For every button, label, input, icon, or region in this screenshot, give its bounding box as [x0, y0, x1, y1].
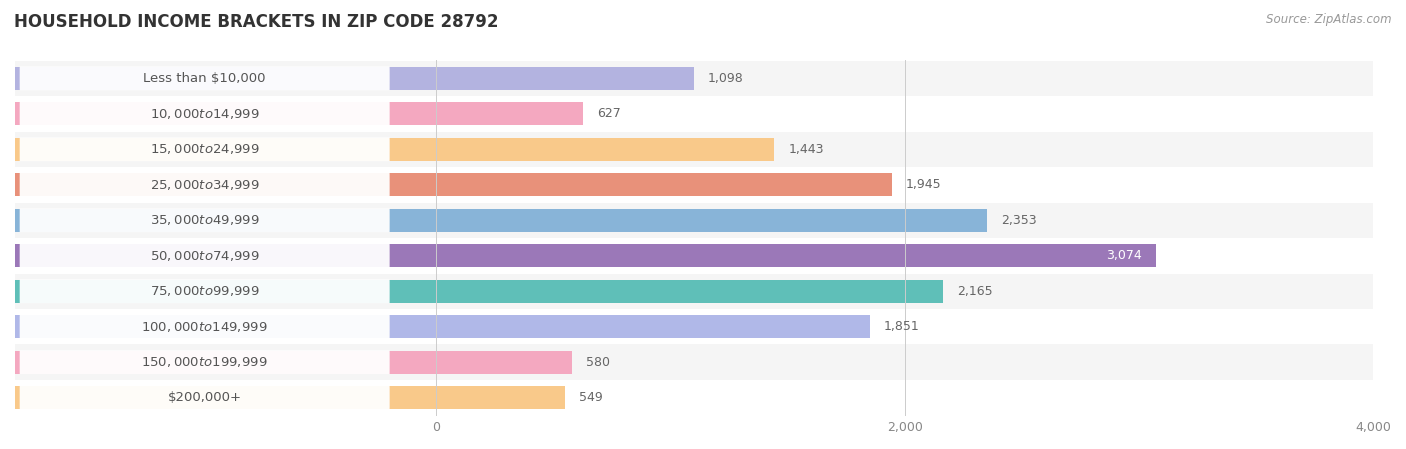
Bar — [15, 209, 987, 232]
Bar — [15, 244, 1156, 267]
Text: $50,000 to $74,999: $50,000 to $74,999 — [150, 249, 260, 263]
FancyBboxPatch shape — [20, 102, 389, 126]
FancyBboxPatch shape — [20, 244, 389, 268]
Bar — [15, 238, 1374, 273]
Text: 627: 627 — [598, 107, 621, 120]
Bar — [15, 96, 1374, 132]
Text: 549: 549 — [579, 391, 603, 404]
Text: 3,074: 3,074 — [1107, 249, 1142, 262]
Text: 2,353: 2,353 — [1001, 214, 1038, 227]
Text: $200,000+: $200,000+ — [167, 391, 242, 404]
Bar — [15, 167, 1374, 202]
Bar — [15, 280, 943, 303]
FancyBboxPatch shape — [20, 279, 389, 303]
Text: $15,000 to $24,999: $15,000 to $24,999 — [150, 142, 260, 156]
Text: HOUSEHOLD INCOME BRACKETS IN ZIP CODE 28792: HOUSEHOLD INCOME BRACKETS IN ZIP CODE 28… — [14, 13, 499, 31]
Text: Source: ZipAtlas.com: Source: ZipAtlas.com — [1267, 13, 1392, 26]
Bar — [15, 351, 572, 374]
Bar — [15, 173, 891, 196]
Text: 1,443: 1,443 — [789, 143, 824, 156]
Bar — [15, 138, 775, 161]
FancyBboxPatch shape — [20, 315, 389, 339]
FancyBboxPatch shape — [20, 173, 389, 197]
Text: $10,000 to $14,999: $10,000 to $14,999 — [150, 107, 260, 121]
FancyBboxPatch shape — [20, 350, 389, 374]
Text: $100,000 to $149,999: $100,000 to $149,999 — [142, 320, 269, 334]
Text: Less than $10,000: Less than $10,000 — [143, 72, 266, 85]
Bar — [15, 315, 870, 338]
Text: 2,165: 2,165 — [957, 285, 993, 298]
FancyBboxPatch shape — [20, 66, 389, 90]
Bar — [15, 67, 693, 90]
Text: $25,000 to $34,999: $25,000 to $34,999 — [150, 178, 260, 192]
Bar — [15, 61, 1374, 96]
Text: 580: 580 — [586, 356, 610, 369]
Text: $35,000 to $49,999: $35,000 to $49,999 — [150, 213, 260, 227]
Bar — [15, 386, 565, 409]
FancyBboxPatch shape — [20, 208, 389, 232]
Bar — [15, 273, 1374, 309]
Bar — [15, 344, 1374, 380]
FancyBboxPatch shape — [20, 137, 389, 161]
FancyBboxPatch shape — [20, 386, 389, 409]
Bar — [15, 309, 1374, 344]
Text: $75,000 to $99,999: $75,000 to $99,999 — [150, 284, 260, 298]
Bar — [15, 380, 1374, 415]
Text: 1,851: 1,851 — [884, 320, 920, 333]
Text: 1,098: 1,098 — [707, 72, 744, 85]
Bar — [15, 132, 1374, 167]
Bar — [15, 102, 583, 125]
Text: 1,945: 1,945 — [905, 178, 942, 191]
Bar — [15, 202, 1374, 238]
Text: $150,000 to $199,999: $150,000 to $199,999 — [142, 355, 269, 369]
